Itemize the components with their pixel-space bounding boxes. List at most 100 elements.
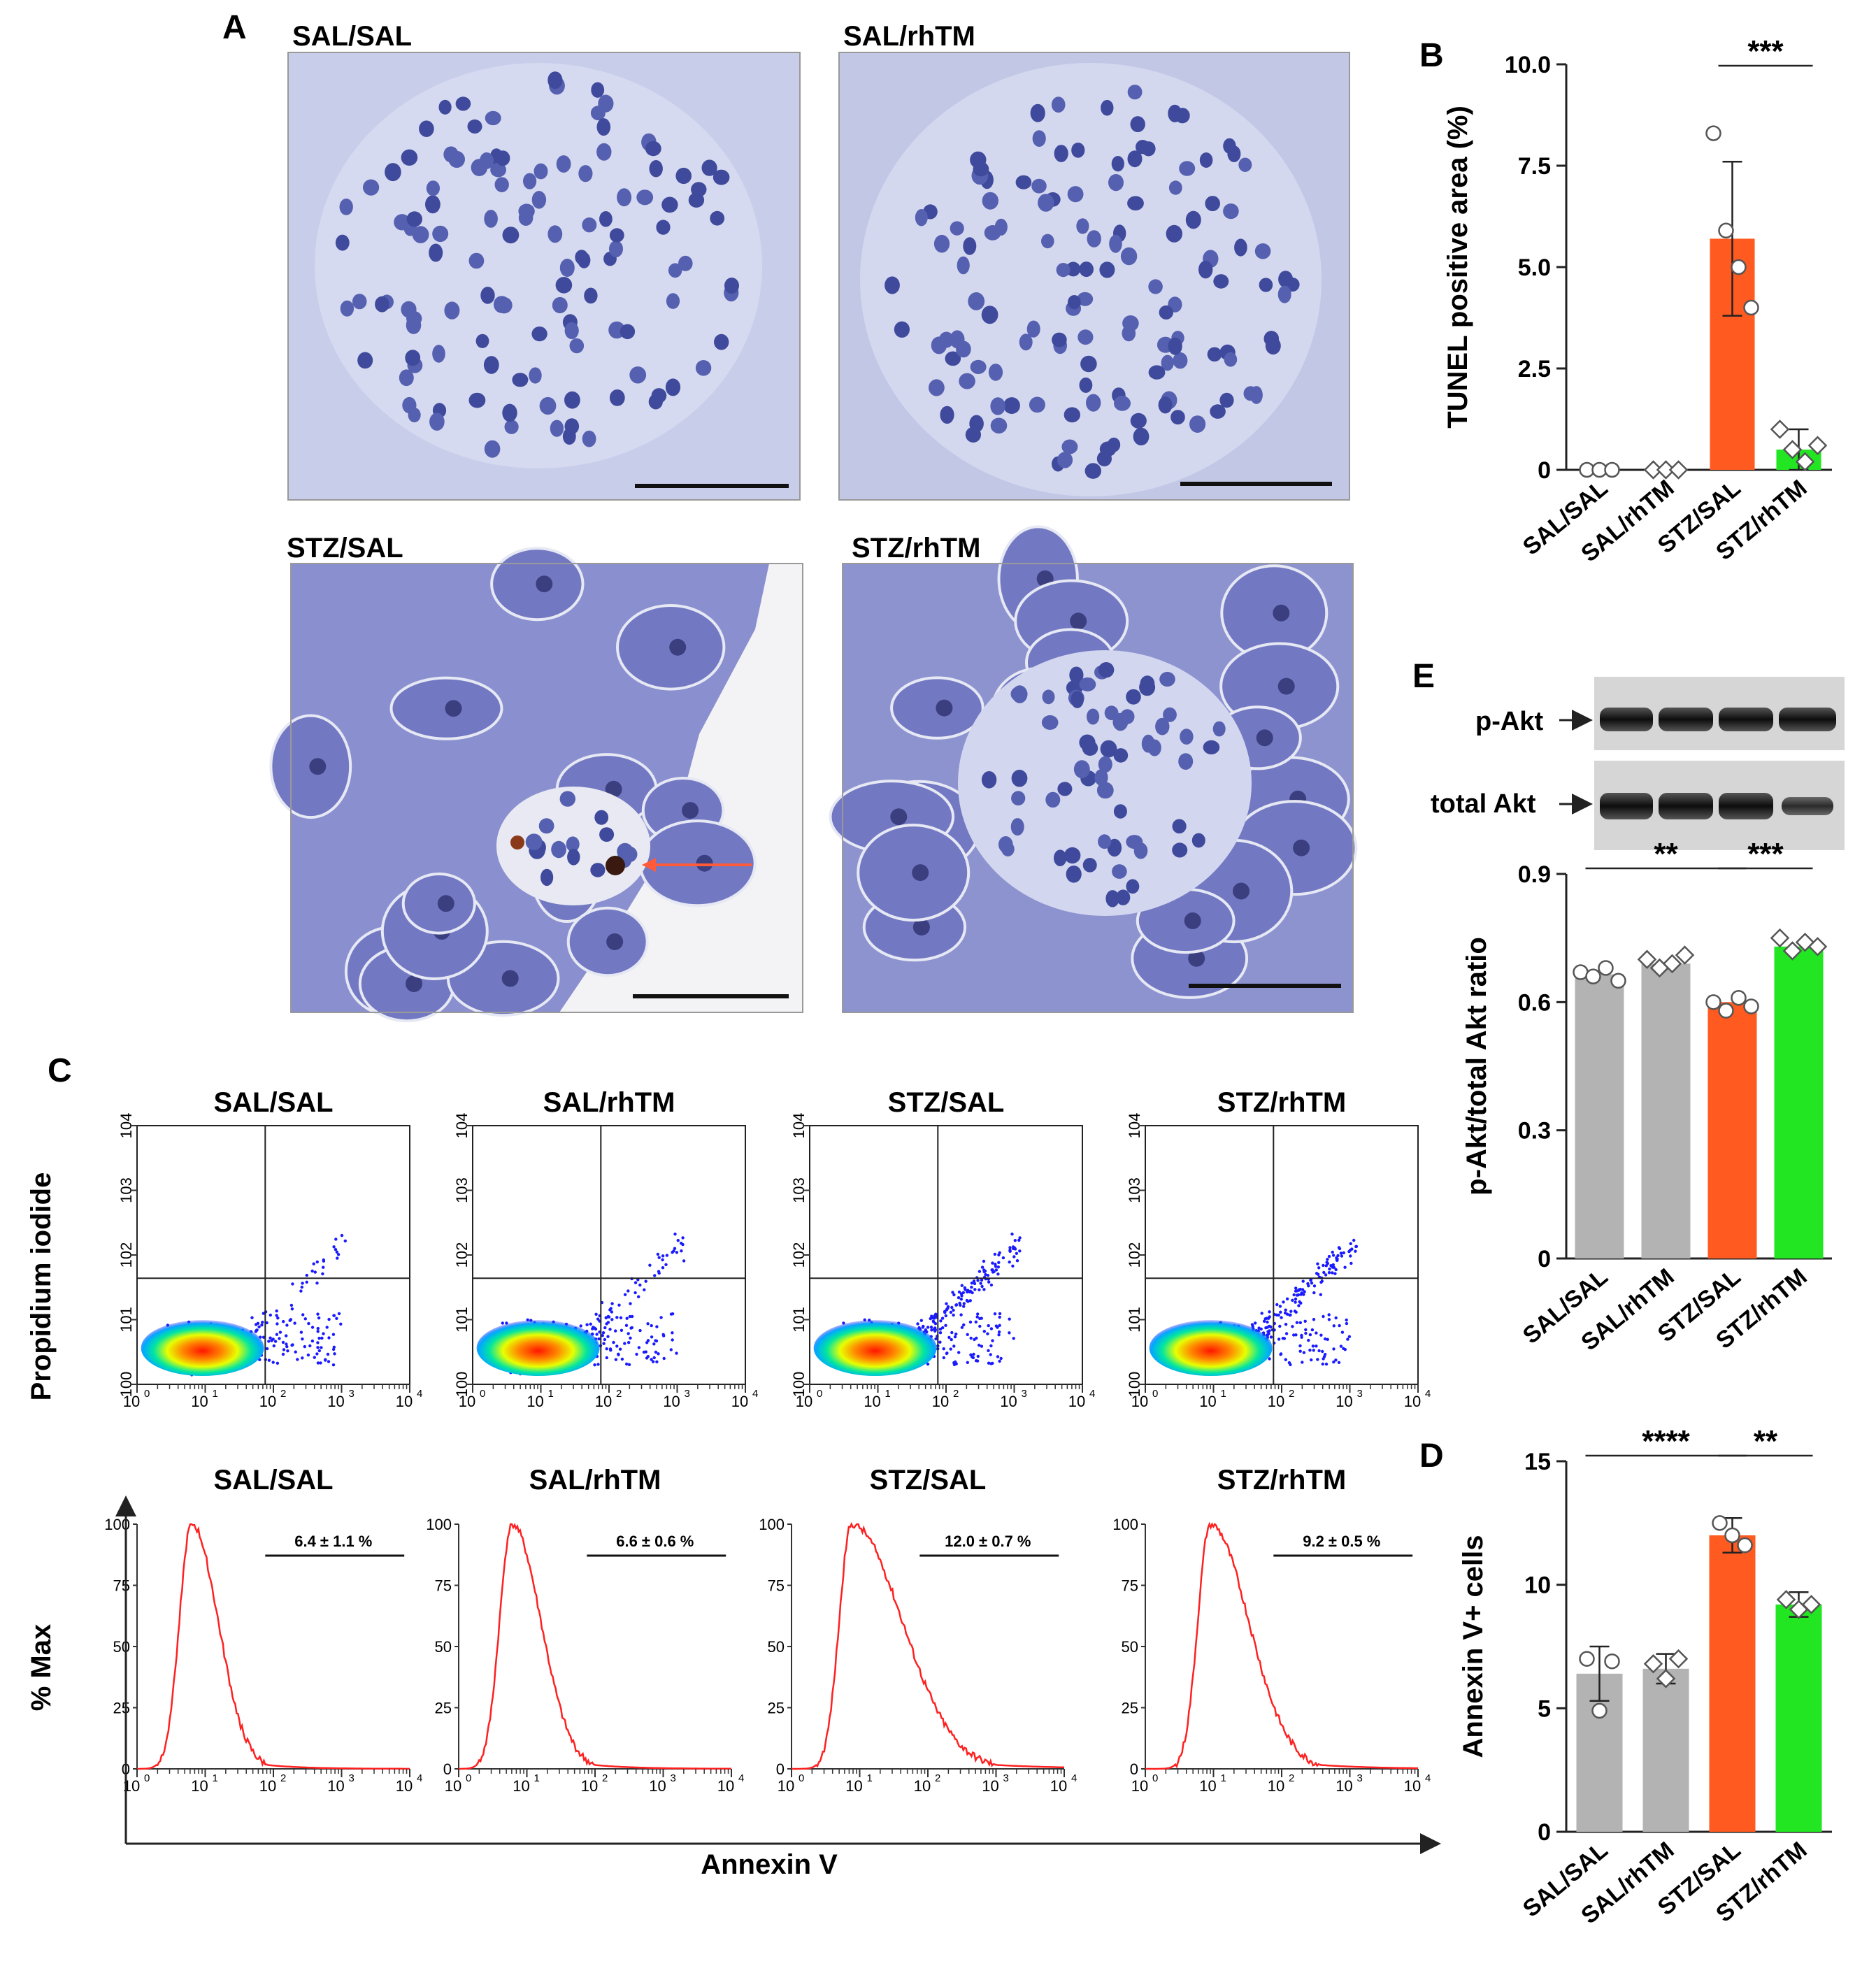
nucleus	[988, 364, 1003, 381]
data-point	[1705, 125, 1721, 141]
nucleus	[1116, 889, 1131, 905]
flow-event	[300, 1285, 303, 1289]
nucleus	[429, 413, 445, 431]
flow-event	[661, 1258, 664, 1262]
nucleus	[1127, 196, 1144, 211]
nucleus	[1185, 210, 1201, 229]
flow-x-tick: 10	[731, 1393, 748, 1410]
nucleus	[1234, 238, 1247, 257]
blot-label-p-akt: p-Akt	[1475, 707, 1543, 736]
flow-event	[1321, 1362, 1325, 1366]
flow-event	[267, 1340, 271, 1343]
flow-event	[1334, 1268, 1338, 1272]
flow-event	[944, 1324, 947, 1328]
flow-event	[336, 1253, 341, 1256]
flow-event	[1327, 1318, 1331, 1321]
flow-event	[334, 1238, 338, 1241]
flow-event	[941, 1326, 945, 1330]
nucleus	[357, 352, 373, 369]
flow-event	[675, 1351, 678, 1355]
flow-event	[1292, 1293, 1296, 1297]
flow-event	[978, 1324, 982, 1328]
nucleus	[1213, 274, 1229, 289]
flow-event	[942, 1356, 946, 1360]
nucleus	[1161, 354, 1174, 371]
flow-event	[989, 1283, 994, 1287]
nucleus	[1079, 377, 1093, 393]
flow-event	[285, 1324, 289, 1327]
flow-x-tick: 10	[123, 1393, 140, 1410]
nucleus	[1100, 740, 1117, 758]
flow-event	[273, 1340, 278, 1343]
flow-event	[975, 1315, 979, 1319]
flow-event	[343, 1239, 347, 1243]
nucleus	[1166, 224, 1183, 243]
flow-event	[1299, 1301, 1303, 1305]
flow-event	[313, 1270, 317, 1274]
flow-event	[310, 1326, 315, 1329]
nucleus	[1127, 85, 1143, 100]
flow-event	[646, 1339, 650, 1342]
flow-density-cloud	[813, 1320, 937, 1376]
nucleus	[363, 179, 380, 196]
flow-density-cloud	[141, 1320, 264, 1376]
flow-event	[327, 1360, 331, 1363]
flow-event	[1324, 1273, 1328, 1277]
nucleus	[973, 162, 989, 177]
flow-x-tick: 10	[396, 1393, 413, 1410]
flow-event	[260, 1324, 264, 1327]
flow-event	[1304, 1328, 1308, 1332]
flow-event	[1284, 1358, 1288, 1361]
flow-event	[1324, 1337, 1327, 1341]
nucleus	[1086, 394, 1101, 412]
flow-event	[617, 1353, 620, 1356]
flow-event	[1268, 1357, 1271, 1361]
nucleus	[713, 169, 730, 185]
bar-chart-e: 00.30.60.9p-Akt/total Akt ratioSAL/SALSA…	[1461, 837, 1832, 1356]
flow-event	[316, 1330, 320, 1333]
nucleus	[547, 225, 563, 243]
flow-event	[959, 1303, 962, 1307]
flow-event	[1309, 1279, 1312, 1282]
flow-x-tick: 10	[1336, 1393, 1352, 1410]
flow-event	[1312, 1349, 1315, 1352]
bar-y-tick-label: 0	[1538, 1246, 1551, 1272]
nucleus	[1084, 463, 1102, 479]
flow-event	[938, 1331, 943, 1335]
flow-event	[605, 1356, 608, 1360]
flow-event	[315, 1260, 319, 1264]
flow-x-tick-exp: 2	[1289, 1772, 1294, 1784]
flow-event	[1278, 1305, 1282, 1308]
nucleus	[695, 360, 712, 376]
nucleus	[419, 120, 434, 137]
flow-ylabel-pi: Propidium iodide	[26, 1172, 57, 1401]
flow-event	[970, 1285, 973, 1289]
flow-event	[957, 1296, 961, 1300]
flow-event	[989, 1353, 992, 1356]
flow-event	[601, 1331, 606, 1335]
nucleus	[945, 351, 961, 366]
nucleus	[1011, 791, 1026, 806]
flow-event	[601, 1334, 604, 1337]
flow-event	[1336, 1254, 1340, 1258]
flow-x-tick: 10	[1068, 1393, 1085, 1410]
flow-event	[1311, 1344, 1315, 1348]
nucleus	[1278, 271, 1294, 288]
flow-x-tick: 10	[796, 1393, 812, 1410]
flow-event	[1297, 1304, 1301, 1307]
flow-event	[994, 1268, 998, 1272]
flow-event	[610, 1302, 614, 1305]
bar-y-tick-label: 10.0	[1505, 52, 1551, 78]
flow-event	[970, 1282, 974, 1285]
flow-event	[1266, 1326, 1269, 1329]
significance-stars: ****	[1642, 1424, 1690, 1458]
flow-event	[1298, 1349, 1302, 1353]
flow-event	[626, 1332, 630, 1335]
nucleus	[547, 71, 563, 89]
band-p-akt-3	[1719, 708, 1773, 731]
flow-dot-title: SAL/rhTM	[543, 1087, 675, 1118]
nucleus	[1105, 890, 1119, 908]
flow-x-tick: 10	[845, 1777, 862, 1795]
flow-event	[282, 1348, 286, 1351]
